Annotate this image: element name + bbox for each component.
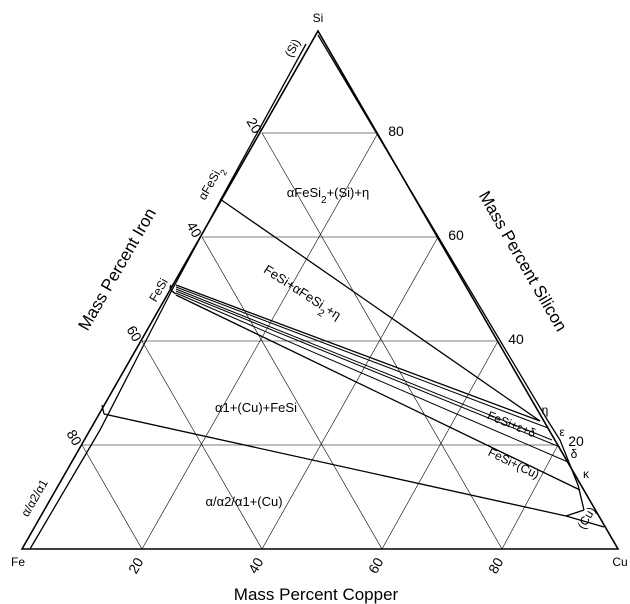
region-label-fesi-eps-delta: FeSi+ε+δ bbox=[485, 408, 538, 440]
tick-label: 60 bbox=[124, 323, 146, 345]
region-label-alpha1-cu-fesi: α1+(Cu)+FeSi bbox=[215, 400, 297, 415]
region-label-alpha-cu: α/α2/α1+(Cu) bbox=[205, 494, 282, 509]
vertex-label-si: Si bbox=[313, 11, 324, 25]
axis-title-iron: Mass Percent Iron bbox=[75, 205, 160, 334]
phase-label-delta: δ bbox=[571, 447, 578, 461]
phase-label-eta: η bbox=[542, 403, 549, 417]
tick-label: 80 bbox=[64, 427, 86, 449]
region-label-fesi-cu: FeSi+(Cu) bbox=[486, 445, 542, 482]
tick-label: 20 bbox=[568, 433, 584, 449]
phase-boundaries bbox=[101, 198, 605, 528]
tick-label: 80 bbox=[388, 123, 404, 139]
phase-label-alpha: α/α2/α1 bbox=[18, 477, 51, 520]
phase-label-afesi2: αFeSi2 bbox=[195, 164, 229, 205]
tick-label: 40 bbox=[184, 219, 206, 241]
boundary-afesi2-eta bbox=[219, 198, 541, 422]
tick-label: 60 bbox=[448, 227, 464, 243]
copper-tick-labels: 20 40 60 80 bbox=[125, 555, 507, 577]
iron-tick-labels: 20 40 60 80 bbox=[64, 115, 266, 449]
boundary-fesi-cu bbox=[175, 294, 581, 491]
tick-label: 60 bbox=[365, 555, 387, 577]
composition-grid bbox=[81, 132, 559, 550]
axis-title-silicon: Mass Percent Silicon bbox=[475, 188, 571, 335]
tick-label: 80 bbox=[485, 555, 507, 577]
region-label-fesi-afesi2-eta: FeSi+αFeSi2+η bbox=[258, 262, 344, 328]
tick-label: 40 bbox=[245, 555, 267, 577]
phase-label-kappa: κ bbox=[583, 467, 590, 481]
silicon-tick-labels: 80 60 40 20 bbox=[388, 123, 584, 449]
boundary-fesi-eta bbox=[175, 284, 541, 422]
phase-label-epsilon: ε bbox=[559, 425, 565, 439]
tick-label: 20 bbox=[244, 115, 266, 137]
region-label-afesi2-si-eta: αFeSi2+(Si)+η bbox=[287, 185, 369, 206]
axis-title-copper: Mass Percent Copper bbox=[234, 585, 399, 604]
tick-label: 20 bbox=[125, 555, 147, 577]
vertex-label-cu: Cu bbox=[612, 555, 627, 569]
boundary-alpha-cu bbox=[103, 413, 567, 517]
vertex-label-fe: Fe bbox=[11, 555, 25, 569]
tick-label: 40 bbox=[508, 331, 524, 347]
